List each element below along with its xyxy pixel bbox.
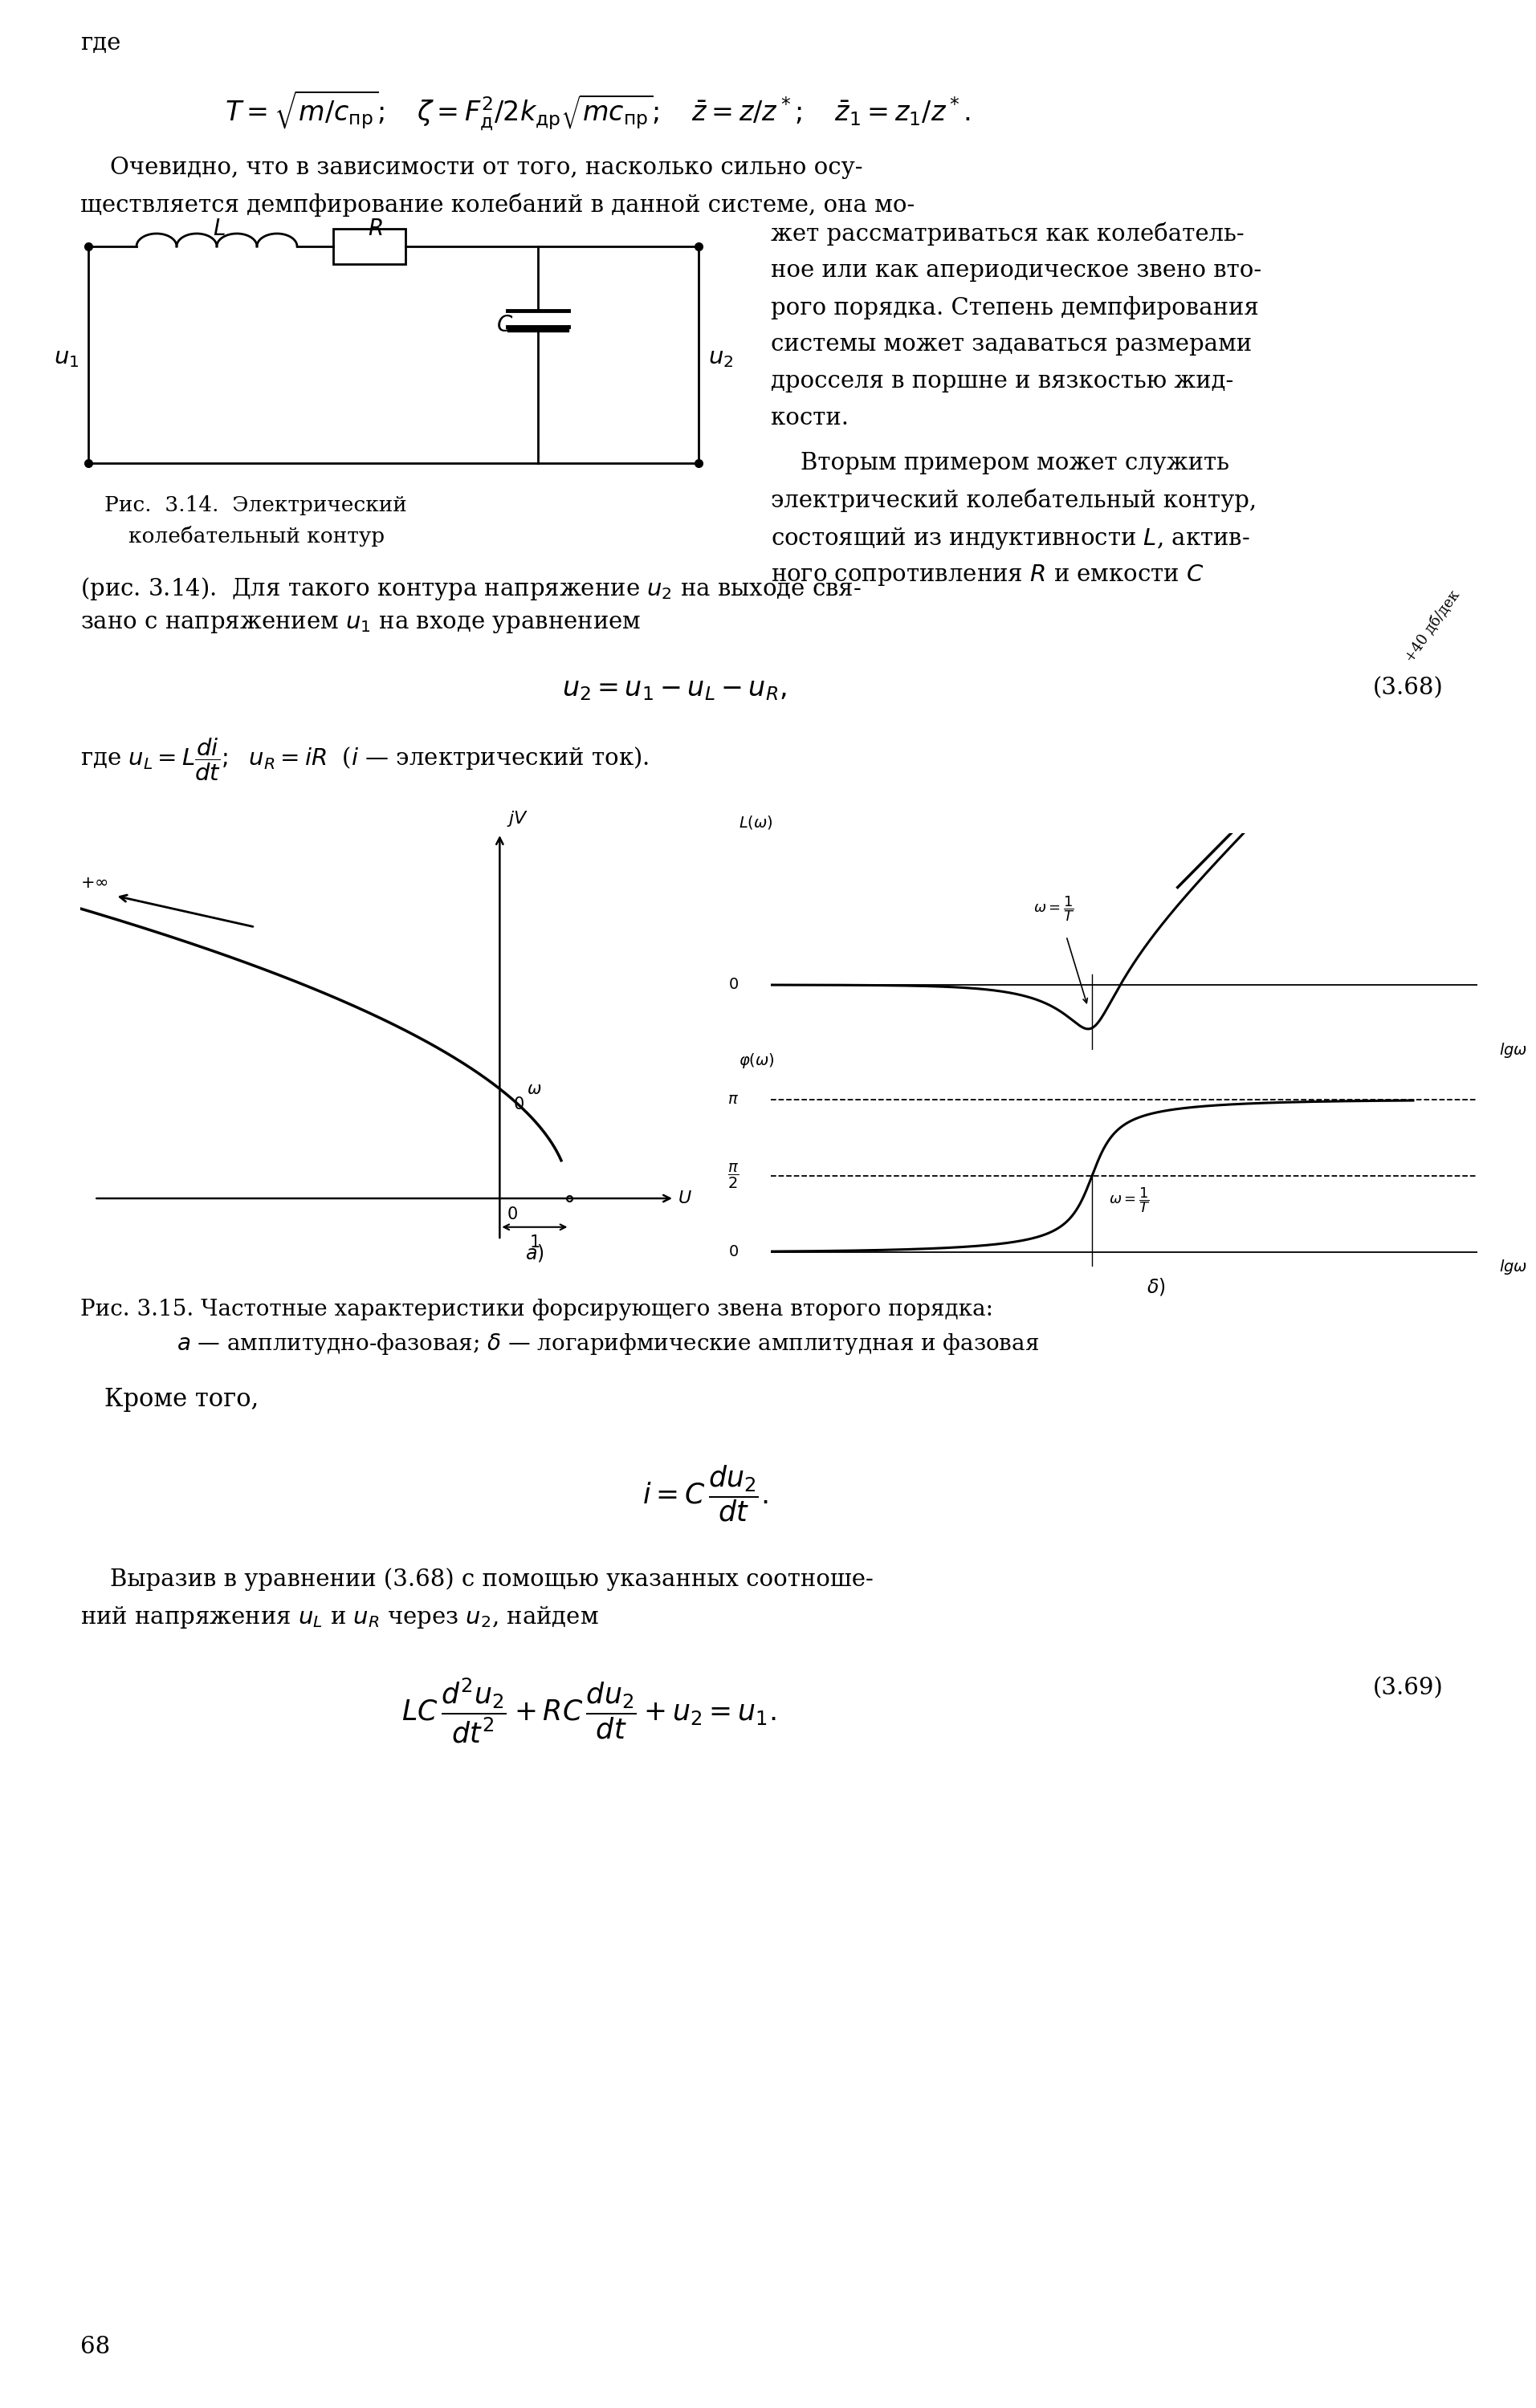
Text: где $u_L = L\dfrac{di}{dt};$  $u_R = iR$  ($i$ — электрический ток).: где $u_L = L\dfrac{di}{dt};$ $u_R = iR$ … [80, 737, 648, 783]
Text: $lg\omega$: $lg\omega$ [1499, 1040, 1527, 1060]
Text: $\varphi(\omega)$: $\varphi(\omega)$ [739, 1052, 774, 1069]
Text: системы может задаваться размерами: системы может задаваться размерами [771, 332, 1252, 356]
Text: состоящий из индуктивности $L$, актив-: состоящий из индуктивности $L$, актив- [771, 525, 1250, 551]
Text: кости.: кости. [771, 407, 849, 429]
Text: $+\infty$: $+\infty$ [80, 877, 108, 891]
Text: ний напряжения $u_L$ и $u_R$ через $u_2$, найдем: ний напряжения $u_L$ и $u_R$ через $u_2$… [80, 1604, 599, 1630]
Text: $0$: $0$ [513, 1096, 524, 1112]
Text: жет рассматриваться как колебатель-: жет рассматриваться как колебатель- [771, 222, 1244, 246]
Text: 68: 68 [80, 2336, 111, 2357]
Text: $jV$: $jV$ [507, 809, 528, 828]
Text: Рис. 3.15. Частотные характеристики форсирующего звена второго порядка:: Рис. 3.15. Частотные характеристики форс… [80, 1298, 994, 1320]
Text: (3.69): (3.69) [1373, 1676, 1444, 1700]
Text: дросселя в поршне и вязкостью жид-: дросселя в поршне и вязкостью жид- [771, 371, 1233, 393]
Text: $\pi$: $\pi$ [728, 1093, 739, 1108]
Text: $\omega{=}\dfrac{1}{T}$: $\omega{=}\dfrac{1}{T}$ [1109, 1185, 1150, 1214]
Text: Кроме того,: Кроме того, [104, 1387, 258, 1411]
Text: $1$: $1$ [530, 1235, 541, 1252]
Text: $0$: $0$ [728, 978, 739, 992]
Text: $0$: $0$ [507, 1206, 518, 1223]
Text: ного сопротивления $R$ и емкости $C$: ного сопротивления $R$ и емкости $C$ [771, 563, 1204, 588]
Text: (рис. 3.14).  Для такого контура напряжение $u_2$ на выходе свя-: (рис. 3.14). Для такого контура напряжен… [80, 576, 862, 602]
Text: $0$: $0$ [728, 1245, 739, 1259]
Text: $\omega$: $\omega$ [527, 1081, 542, 1098]
Text: $u_1$: $u_1$ [54, 347, 78, 368]
Text: $R$: $R$ [367, 219, 382, 241]
Text: зано с напряжением $u_1$ на входе уравнением: зано с напряжением $u_1$ на входе уравне… [80, 612, 641, 636]
Text: $L$: $L$ [214, 219, 226, 241]
Text: $lg\omega$: $lg\omega$ [1499, 1257, 1527, 1276]
Text: $T=\sqrt{m/c_{\rm пр}};$$\quad\zeta=F_{\rm д}^2/2k_{\rm др}\sqrt{mc_{\rm пр}};$$: $T=\sqrt{m/c_{\rm пр}};$$\quad\zeta=F_{\… [224, 89, 971, 132]
Text: $u_2$: $u_2$ [708, 347, 733, 368]
Bar [333, 229, 406, 265]
Text: где: где [80, 31, 121, 55]
Text: (3.68): (3.68) [1373, 677, 1444, 698]
Text: ществляется демпфирование колебаний в данной системе, она мо-: ществляется демпфирование колебаний в да… [80, 193, 915, 217]
Text: Выразив в уравнении (3.68) с помощью указанных соотноше-: Выразив в уравнении (3.68) с помощью ука… [80, 1568, 874, 1592]
Text: $U$: $U$ [677, 1190, 693, 1206]
Text: $\delta)$: $\delta)$ [1147, 1276, 1166, 1298]
Text: электрический колебательный контур,: электрический колебательный контур, [771, 489, 1256, 513]
Text: $L(\omega)$: $L(\omega)$ [739, 814, 773, 831]
Text: ное или как апериодическое звено вто-: ное или как апериодическое звено вто- [771, 260, 1261, 282]
Text: $a)$: $a)$ [525, 1243, 544, 1264]
Text: рого порядка. Степень демпфирования: рого порядка. Степень демпфирования [771, 296, 1260, 320]
Text: Рис.  3.14.  Электрический: Рис. 3.14. Электрический [104, 496, 407, 515]
Text: $LC\,\dfrac{d^2u_2}{dt^2} + RC\,\dfrac{du_2}{dt} + u_2 = u_1.$: $LC\,\dfrac{d^2u_2}{dt^2} + RC\,\dfrac{d… [401, 1676, 776, 1746]
Text: колебательный контур: колебательный контур [129, 525, 384, 547]
Text: $\dfrac{\pi}{2}$: $\dfrac{\pi}{2}$ [727, 1163, 739, 1190]
Text: $\omega{=}\dfrac{1}{T}$: $\omega{=}\dfrac{1}{T}$ [1034, 896, 1075, 922]
Text: Очевидно, что в зависимости от того, насколько сильно осу-: Очевидно, что в зависимости от того, нас… [80, 157, 863, 178]
Text: Вторым примером может служить: Вторым примером может служить [771, 453, 1229, 474]
Text: $i = C\,\dfrac{du_2}{dt}.$: $i = C\,\dfrac{du_2}{dt}.$ [642, 1464, 768, 1524]
Text: $a$ — амплитудно-фазовая; $\delta$ — логарифмические амплитудная и фазовая: $a$ — амплитудно-фазовая; $\delta$ — лог… [177, 1332, 1040, 1356]
Text: $C$: $C$ [496, 315, 513, 337]
Text: $u_2 = u_1 - u_L - u_R,$: $u_2 = u_1 - u_L - u_R,$ [562, 677, 786, 703]
Text: +40 дб/дек: +40 дб/дек [1402, 588, 1462, 665]
